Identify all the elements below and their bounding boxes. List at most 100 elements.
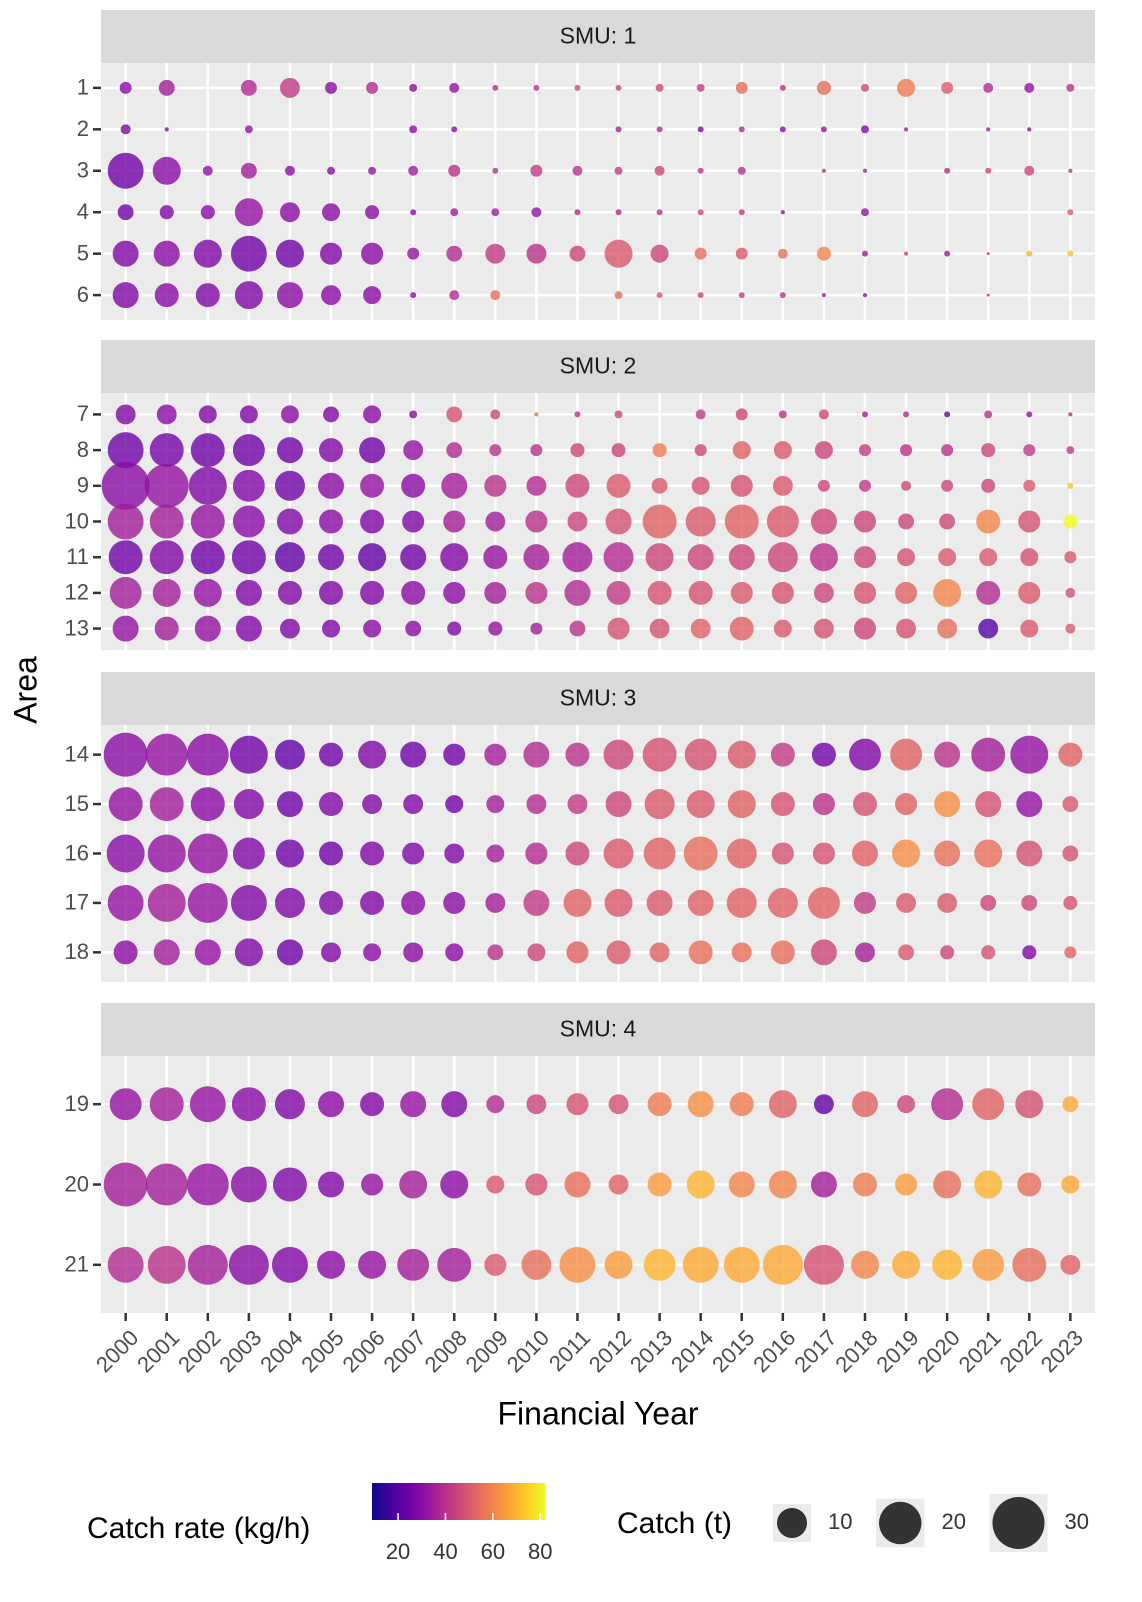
bubble xyxy=(318,1091,345,1118)
bubble xyxy=(604,1250,633,1279)
bubble xyxy=(939,513,956,530)
strip xyxy=(101,10,1095,63)
bubble xyxy=(687,889,714,916)
x-tick-label: 2002 xyxy=(173,1325,225,1377)
bubble xyxy=(903,411,910,418)
bubble xyxy=(1012,1247,1047,1282)
bubble xyxy=(190,433,225,468)
bubble xyxy=(1024,165,1035,176)
bubble xyxy=(858,444,871,457)
bubble xyxy=(682,1246,719,1283)
bubble xyxy=(813,582,834,603)
y-axis-title: Area xyxy=(7,656,43,724)
y-tick-label: 13 xyxy=(65,615,89,640)
bubble xyxy=(187,833,228,874)
bubble xyxy=(730,474,753,497)
bubble xyxy=(322,203,341,222)
bubble xyxy=(492,167,499,174)
bubble xyxy=(975,791,1002,818)
bubble xyxy=(933,578,962,607)
bubble xyxy=(1058,742,1083,767)
bubble xyxy=(934,741,961,768)
bubble xyxy=(230,1166,267,1203)
bubble xyxy=(317,1250,346,1279)
bubble xyxy=(976,580,1001,605)
bubble xyxy=(318,472,345,499)
bubble xyxy=(450,208,459,217)
bubble xyxy=(572,165,583,176)
bubble xyxy=(1068,168,1073,173)
x-tick-label: 2006 xyxy=(337,1325,389,1377)
bubble xyxy=(1066,83,1075,92)
bubble xyxy=(944,411,951,418)
bubble xyxy=(445,795,464,814)
bubble xyxy=(200,205,215,220)
bubble xyxy=(359,437,386,464)
bubble xyxy=(728,1171,755,1198)
bubble xyxy=(358,740,387,769)
bubble xyxy=(697,292,704,299)
bubble xyxy=(526,1094,547,1115)
bubble xyxy=(280,405,299,424)
bubble xyxy=(409,125,418,134)
bubble xyxy=(1062,845,1079,862)
bubble xyxy=(403,440,424,461)
bubble xyxy=(277,580,302,605)
bubble xyxy=(158,79,175,96)
bubble xyxy=(1015,1090,1044,1119)
bubble xyxy=(194,615,221,642)
bubble xyxy=(318,438,344,463)
bubble xyxy=(490,409,501,420)
bubble xyxy=(1067,482,1074,489)
bubble xyxy=(567,794,588,815)
bubble xyxy=(900,444,913,457)
bubble xyxy=(564,579,591,606)
bubble xyxy=(240,79,257,96)
x-tick-label: 2010 xyxy=(502,1325,554,1377)
bubble xyxy=(451,126,458,133)
bubble xyxy=(325,81,338,94)
bubble xyxy=(523,741,550,768)
bubble xyxy=(486,1095,505,1114)
bubble xyxy=(1067,209,1074,216)
bubble xyxy=(193,239,222,268)
y-tick-label: 10 xyxy=(65,508,89,533)
bubble xyxy=(230,235,267,272)
bubble xyxy=(193,578,222,607)
bubble xyxy=(232,434,265,467)
bubble xyxy=(1064,551,1077,564)
bubble xyxy=(318,841,344,866)
bubble xyxy=(813,1094,834,1115)
bubble xyxy=(397,1248,430,1281)
bubble xyxy=(762,1244,803,1285)
y-tick-label: 16 xyxy=(65,840,89,865)
bubble xyxy=(932,1249,963,1280)
bubble xyxy=(189,1086,226,1123)
bubble xyxy=(147,1245,186,1284)
bubble xyxy=(531,207,542,218)
strip-title: SMU: 1 xyxy=(560,23,637,49)
bubble xyxy=(780,210,785,215)
bubble xyxy=(853,617,877,640)
bubble xyxy=(156,404,177,425)
bubble xyxy=(812,793,835,816)
bubble xyxy=(144,463,189,508)
bubble xyxy=(727,790,756,819)
bubble xyxy=(1067,250,1074,257)
bubble xyxy=(697,126,704,133)
bubble xyxy=(112,615,139,642)
bubble xyxy=(986,127,991,132)
bubble xyxy=(244,125,253,134)
bubble xyxy=(239,405,258,424)
bubble xyxy=(1068,412,1073,417)
bubble xyxy=(109,1088,142,1121)
bubble xyxy=(523,889,550,916)
bubble xyxy=(107,503,144,540)
bubble xyxy=(896,892,917,913)
bubble xyxy=(147,883,186,922)
bubble xyxy=(119,81,132,94)
bubble xyxy=(360,580,385,605)
bubble xyxy=(107,432,144,469)
bubble xyxy=(933,1170,962,1199)
bubble xyxy=(194,939,221,966)
